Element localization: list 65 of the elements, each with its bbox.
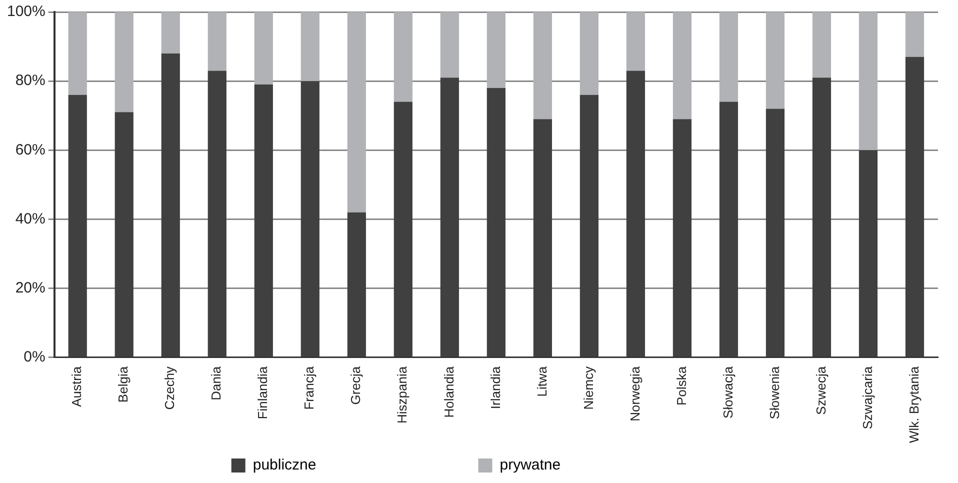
- bar: [626, 12, 646, 71]
- bar: [440, 12, 459, 78]
- bar: [719, 12, 738, 102]
- x-tick-label: Holandia: [441, 366, 456, 418]
- bar: [719, 102, 738, 357]
- bar: [486, 12, 506, 88]
- bar: [626, 70, 646, 357]
- bar: [300, 12, 320, 82]
- x-tick-label: Norwegia: [627, 366, 642, 422]
- x-tick-label: Czechy: [162, 366, 178, 410]
- x-tick-label: Litwa: [534, 366, 550, 397]
- bar: [114, 112, 134, 357]
- bar: [533, 119, 552, 357]
- bar: [905, 12, 924, 57]
- x-tick-label: Wlk. Brytania: [906, 366, 922, 444]
- y-tick-label: 80%: [15, 72, 46, 90]
- x-tick-label: Francja: [302, 366, 317, 410]
- x-tick-label: Szwecja: [813, 366, 828, 415]
- bar: [254, 12, 273, 85]
- bar: [533, 12, 552, 120]
- y-tick-label: 20%: [15, 279, 46, 296]
- bar: [580, 94, 598, 357]
- x-tick-label: Belgia: [116, 366, 131, 403]
- bar: [68, 94, 87, 357]
- bar: [208, 70, 226, 357]
- bar: [672, 119, 692, 357]
- x-tick-label: Słowenia: [766, 366, 782, 420]
- bar: [161, 53, 180, 357]
- x-tick-label: Grecja: [348, 366, 364, 405]
- y-tick-label: 40%: [15, 210, 46, 228]
- x-tick-label: Niemcy: [580, 366, 596, 410]
- bar: [68, 12, 87, 95]
- bar: [394, 102, 412, 357]
- x-tick-label: Finlandia: [255, 366, 270, 420]
- bar: [812, 78, 832, 357]
- bar: [300, 81, 320, 357]
- x-tick-label: Irlandia: [488, 366, 503, 410]
- bar: [114, 12, 134, 112]
- legend-label: prywatne: [500, 456, 711, 474]
- legend-label: publiczne: [252, 456, 466, 474]
- bar: [858, 12, 878, 150]
- bar: [580, 12, 598, 95]
- bar: [347, 212, 366, 357]
- bar: [347, 12, 366, 212]
- x-tick-label: Polska: [674, 366, 689, 406]
- bar: [254, 84, 273, 357]
- bar: [672, 12, 692, 120]
- x-tick-label: Hiszpania: [394, 366, 410, 424]
- bar: [766, 108, 785, 357]
- bar: [905, 56, 924, 357]
- bar: [486, 88, 506, 357]
- y-tick-label: 60%: [15, 141, 46, 158]
- bar: [858, 150, 878, 357]
- bar: [208, 12, 226, 71]
- x-tick-label: Austria: [69, 366, 84, 407]
- bar: [440, 78, 459, 357]
- bar: [394, 12, 412, 102]
- x-tick-label: Dania: [208, 366, 224, 400]
- x-tick-label: Szwajcaria: [860, 366, 875, 430]
- x-tick-label: Słowacja: [720, 366, 736, 418]
- bar: [161, 12, 180, 54]
- y-tick-label: 100%: [6, 3, 46, 20]
- y-tick-label: 0%: [24, 348, 46, 366]
- bar: [812, 12, 832, 78]
- bar: [766, 12, 785, 109]
